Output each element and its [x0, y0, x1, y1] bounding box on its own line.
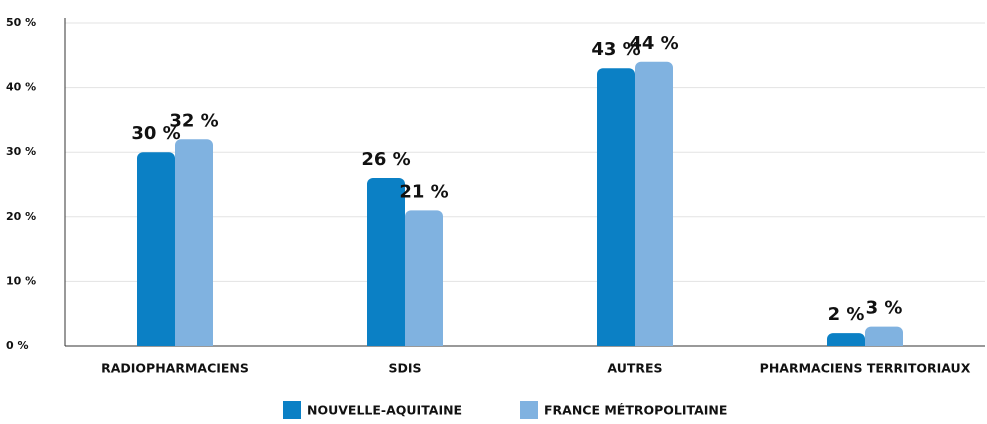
- bar: [827, 333, 865, 346]
- value-label: 32 %: [169, 110, 218, 131]
- value-label: 26 %: [361, 149, 410, 170]
- bar: [137, 152, 175, 346]
- bar: [635, 61, 673, 346]
- x-tick-label: PHARMACIENS TERRITORIAUX: [760, 361, 971, 376]
- y-tick-label: 40 %: [6, 81, 36, 94]
- y-tick-label: 20 %: [6, 210, 36, 223]
- y-tick-label: 0 %: [6, 339, 29, 352]
- legend-swatch: [520, 401, 538, 419]
- y-tick-label: 30 %: [6, 145, 36, 158]
- x-tick-label: RADIOPHARMACIENS: [101, 361, 249, 376]
- bar: [865, 326, 903, 346]
- x-tick-label: SDIS: [388, 361, 421, 376]
- bar: [405, 210, 443, 346]
- y-tick-label: 50 %: [6, 16, 36, 29]
- x-tick-label: AUTRES: [607, 361, 662, 376]
- value-label: 21 %: [399, 181, 448, 202]
- y-tick-label: 10 %: [6, 274, 36, 287]
- value-label: 43 %: [591, 39, 640, 60]
- legend-swatch: [283, 401, 301, 419]
- value-label: 30 %: [131, 123, 180, 144]
- legend-label: NOUVELLE-AQUITAINE: [307, 403, 462, 418]
- legend-label: FRANCE MÉTROPOLITAINE: [544, 403, 727, 418]
- value-label: 44 %: [629, 33, 678, 54]
- bar: [175, 139, 213, 346]
- bar: [367, 178, 405, 346]
- value-label: 3 %: [866, 298, 903, 319]
- bar: [597, 68, 635, 346]
- value-label: 2 %: [828, 304, 865, 325]
